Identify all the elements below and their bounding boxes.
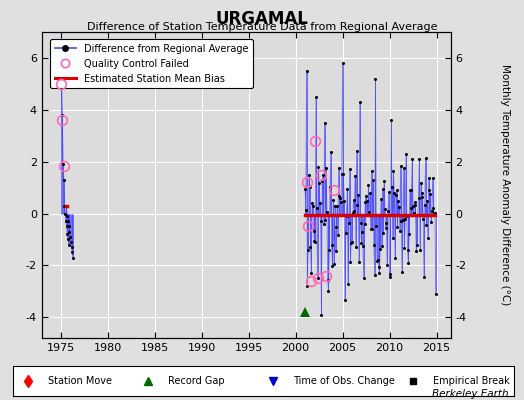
Y-axis label: Monthly Temperature Anomaly Difference (°C): Monthly Temperature Anomaly Difference (… (500, 64, 510, 306)
Text: Empirical Break: Empirical Break (433, 376, 510, 386)
Text: Record Gap: Record Gap (168, 376, 225, 386)
Text: Station Move: Station Move (48, 376, 112, 386)
Text: Time of Obs. Change: Time of Obs. Change (293, 376, 395, 386)
Text: Difference of Station Temperature Data from Regional Average: Difference of Station Temperature Data f… (87, 22, 437, 32)
Text: Berkeley Earth: Berkeley Earth (432, 389, 508, 399)
Text: URGAMAL: URGAMAL (215, 10, 309, 28)
Legend: Difference from Regional Average, Quality Control Failed, Estimated Station Mean: Difference from Regional Average, Qualit… (50, 39, 253, 88)
